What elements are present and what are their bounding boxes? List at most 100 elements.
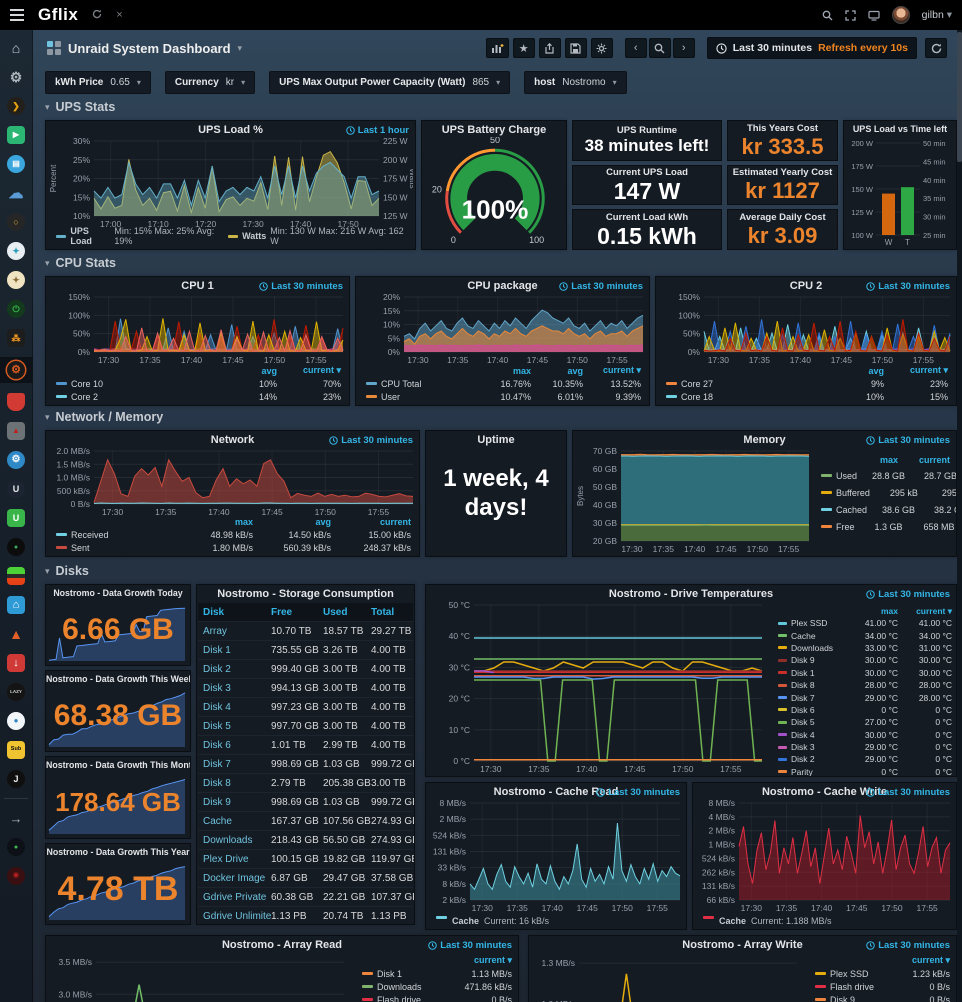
singlestat-panel[interactable]: Current Load kWh 0.15 kWh [572, 209, 722, 251]
cpu2-chart[interactable]: 0% 50% 100% 150% 17:30 17:35 17:40 17:45 17:50 17… [658, 292, 954, 365]
series-toggle[interactable]: Cached [821, 505, 867, 515]
sidebar-item-app-gitlab-icon[interactable]: ▲ [9, 626, 23, 642]
section-disks[interactable]: ▾ Disks [45, 564, 89, 578]
dashboard-picker[interactable]: Unraid System Dashboard ▾ [47, 41, 242, 56]
disk-link[interactable]: Disk 8 [203, 777, 231, 789]
time-back-button[interactable]: ‹ [624, 38, 647, 58]
battery-gauge[interactable]: 0 20 50 100 100% [425, 135, 565, 247]
cache-read-chart[interactable]: 2 kB/s 8 kB/s 33 kB/s 131 kB/s 524 kB/s 2 MB/… [428, 798, 684, 913]
sidebar-item-app-cream-hub-icon[interactable]: ✦ [0, 270, 33, 290]
panel-time-range[interactable]: Last 30 minutes [428, 940, 512, 951]
col-total[interactable]: Total [371, 606, 395, 618]
growth-week-sparkline[interactable] [47, 686, 189, 750]
sidebar-item-app-github-icon[interactable]: ● [0, 837, 33, 857]
panel-title[interactable]: Memory [743, 434, 786, 446]
section-ups-stats[interactable]: ▾ UPS Stats [45, 100, 116, 114]
time-picker[interactable]: Last 30 minutes Refresh every 10s [706, 37, 917, 59]
growth-today-sparkline[interactable] [47, 600, 189, 664]
panel-title[interactable]: Nostromo - Cache Read [493, 786, 619, 798]
series-toggle[interactable]: Free [821, 522, 855, 532]
fullscreen-icon[interactable] [844, 9, 856, 21]
panel-time-range[interactable]: Last 30 minutes [866, 435, 950, 446]
settings-button[interactable] [590, 38, 613, 58]
series-toggle[interactable]: Flash drive [362, 995, 434, 1002]
sidebar-item-app-lazylibrarian-icon[interactable]: LAZY [0, 682, 33, 702]
share-button[interactable] [538, 38, 561, 58]
legend-col-avg[interactable]: avg [261, 365, 277, 376]
series-toggle[interactable]: Disk 7 [778, 693, 846, 703]
panel-time-range[interactable]: Last 30 minutes [559, 281, 643, 292]
disk-link[interactable]: Disk 9 [203, 796, 231, 808]
variable-dropdown[interactable]: UPS Max Output Power Capacity (Watt) 865… [269, 71, 511, 94]
refresh-button[interactable] [925, 38, 947, 58]
panel-title[interactable]: Nostromo - Cache Write [761, 786, 888, 798]
sidebar-item-app-jackett-icon[interactable]: J [0, 769, 33, 789]
panel-title[interactable]: Nostromo - Array Write [682, 939, 803, 951]
section-network-memory[interactable]: ▾ Network / Memory [45, 410, 164, 424]
legend-col-current[interactable]: current ▾ [302, 365, 341, 375]
panel-time-range[interactable]: Last 30 minutes [259, 281, 343, 292]
panel-title[interactable]: Network [210, 434, 255, 446]
panel-title[interactable]: Nostromo - Data Growth Today [53, 588, 183, 598]
sidebar-item-app-pihole-icon[interactable]: ● [0, 537, 33, 557]
panel-title[interactable]: UPS Load vs Time left [852, 124, 948, 134]
ups-bars-chart[interactable]: 100 W 125 W 150 W 175 W 200 W 25 min 30 min 35 … [846, 135, 954, 247]
series-toggle[interactable]: Disk 3 [778, 742, 846, 752]
panel-time-range[interactable]: Last 30 minutes [866, 940, 950, 951]
cpu1-chart[interactable]: 0% 50% 100% 150% 17:30 17:35 17:40 17:45 17:50 17… [48, 292, 347, 365]
singlestat-panel[interactable]: UPS Runtime 38 minutes left! [572, 120, 722, 161]
variable-dropdown[interactable]: Currency kr ▾ [164, 71, 256, 94]
variable-dropdown[interactable]: host Nostromo ▾ [524, 71, 627, 94]
growth-year-sparkline[interactable] [47, 859, 189, 923]
sidebar-item-app-tautulli-icon[interactable]: ❯ [0, 96, 33, 116]
series-toggle[interactable]: Core 27 [666, 379, 832, 389]
user-menu[interactable]: gilbn ▾ [921, 9, 952, 21]
col-disk[interactable]: Disk [203, 606, 225, 618]
ups-load-chart[interactable]: 10% 15% 20% 25% 30% 125 W 150 W 175 W 200 W 225 W… [48, 136, 415, 229]
sidebar-item-app-octopus-icon[interactable]: ✳ [0, 866, 33, 886]
singlestat-panel[interactable]: This Years Cost kr 333.5 [727, 120, 838, 161]
series-toggle[interactable]: Disk 2 [778, 754, 846, 764]
sidebar-item-app-green-play-icon[interactable]: ▶ [0, 125, 33, 145]
series-toggle[interactable]: Cache [452, 916, 480, 926]
sidebar-item-app-cloud-icon[interactable]: ☁ [8, 184, 24, 202]
panel-title[interactable]: UPS Battery Charge [441, 124, 547, 136]
series-toggle[interactable]: Flash drive [815, 982, 878, 992]
series-toggle[interactable]: Disk 9 [778, 655, 846, 665]
disk-link[interactable]: Cache [203, 815, 232, 827]
series-toggle[interactable]: Cache [778, 631, 846, 641]
series-toggle[interactable]: Core 18 [666, 392, 832, 402]
sidebar-item-settings-icon[interactable]: ⚙ [9, 69, 23, 85]
series-toggle[interactable]: CPU Total [366, 379, 475, 389]
panel-title[interactable]: CPU 1 [181, 280, 214, 292]
disk-link[interactable]: Disk 6 [203, 739, 231, 751]
disk-link[interactable]: Disk 1 [203, 644, 231, 656]
panel-time-range[interactable]: Last 30 minutes [866, 589, 950, 600]
sidebar-item-app-green-power-icon[interactable]: ⏻ [0, 299, 33, 319]
save-button[interactable] [564, 38, 587, 58]
close-tab-icon[interactable]: × [116, 9, 123, 21]
array-write-chart[interactable]: 1.0 MB/s 1.3 MB/s [531, 952, 801, 1002]
panel-time-range[interactable]: Last 30 minutes [329, 435, 413, 446]
sidebar-item-app-sub-icon[interactable]: Sub [0, 740, 33, 760]
sidebar-item-app-gear-dark-icon[interactable]: ⚙ [0, 357, 33, 383]
panel-time-range[interactable]: Last 1 hour [346, 125, 409, 136]
scrollbar[interactable] [957, 30, 962, 1002]
disk-link[interactable]: Gdrive Unlimited [203, 910, 271, 922]
series-toggle[interactable]: Received [56, 530, 181, 540]
series-toggle[interactable]: Disk 5 [778, 717, 846, 727]
series-toggle[interactable]: Disk 6 [778, 705, 846, 715]
panel-title[interactable]: Nostromo - Array Read [221, 939, 342, 951]
time-forward-button[interactable]: › [672, 38, 695, 58]
growth-month-sparkline[interactable] [47, 772, 189, 837]
disk-link[interactable]: Gdrive Private [203, 891, 267, 903]
disk-link[interactable]: Disk 2 [203, 663, 231, 675]
disk-link[interactable]: Plex Drive [203, 853, 249, 865]
panel-time-range[interactable]: Last 30 minutes [596, 787, 680, 798]
panel-title[interactable]: Nostromo - Data Growth This Month [46, 760, 191, 770]
star-button[interactable]: ★ [512, 38, 535, 58]
panel-title[interactable]: UPS Load % [198, 124, 263, 136]
series-toggle[interactable]: Sent [56, 543, 181, 553]
sidebar-item-app-search-yellow-icon[interactable]: ○ [0, 212, 33, 232]
disk-link[interactable]: Disk 7 [203, 758, 231, 770]
